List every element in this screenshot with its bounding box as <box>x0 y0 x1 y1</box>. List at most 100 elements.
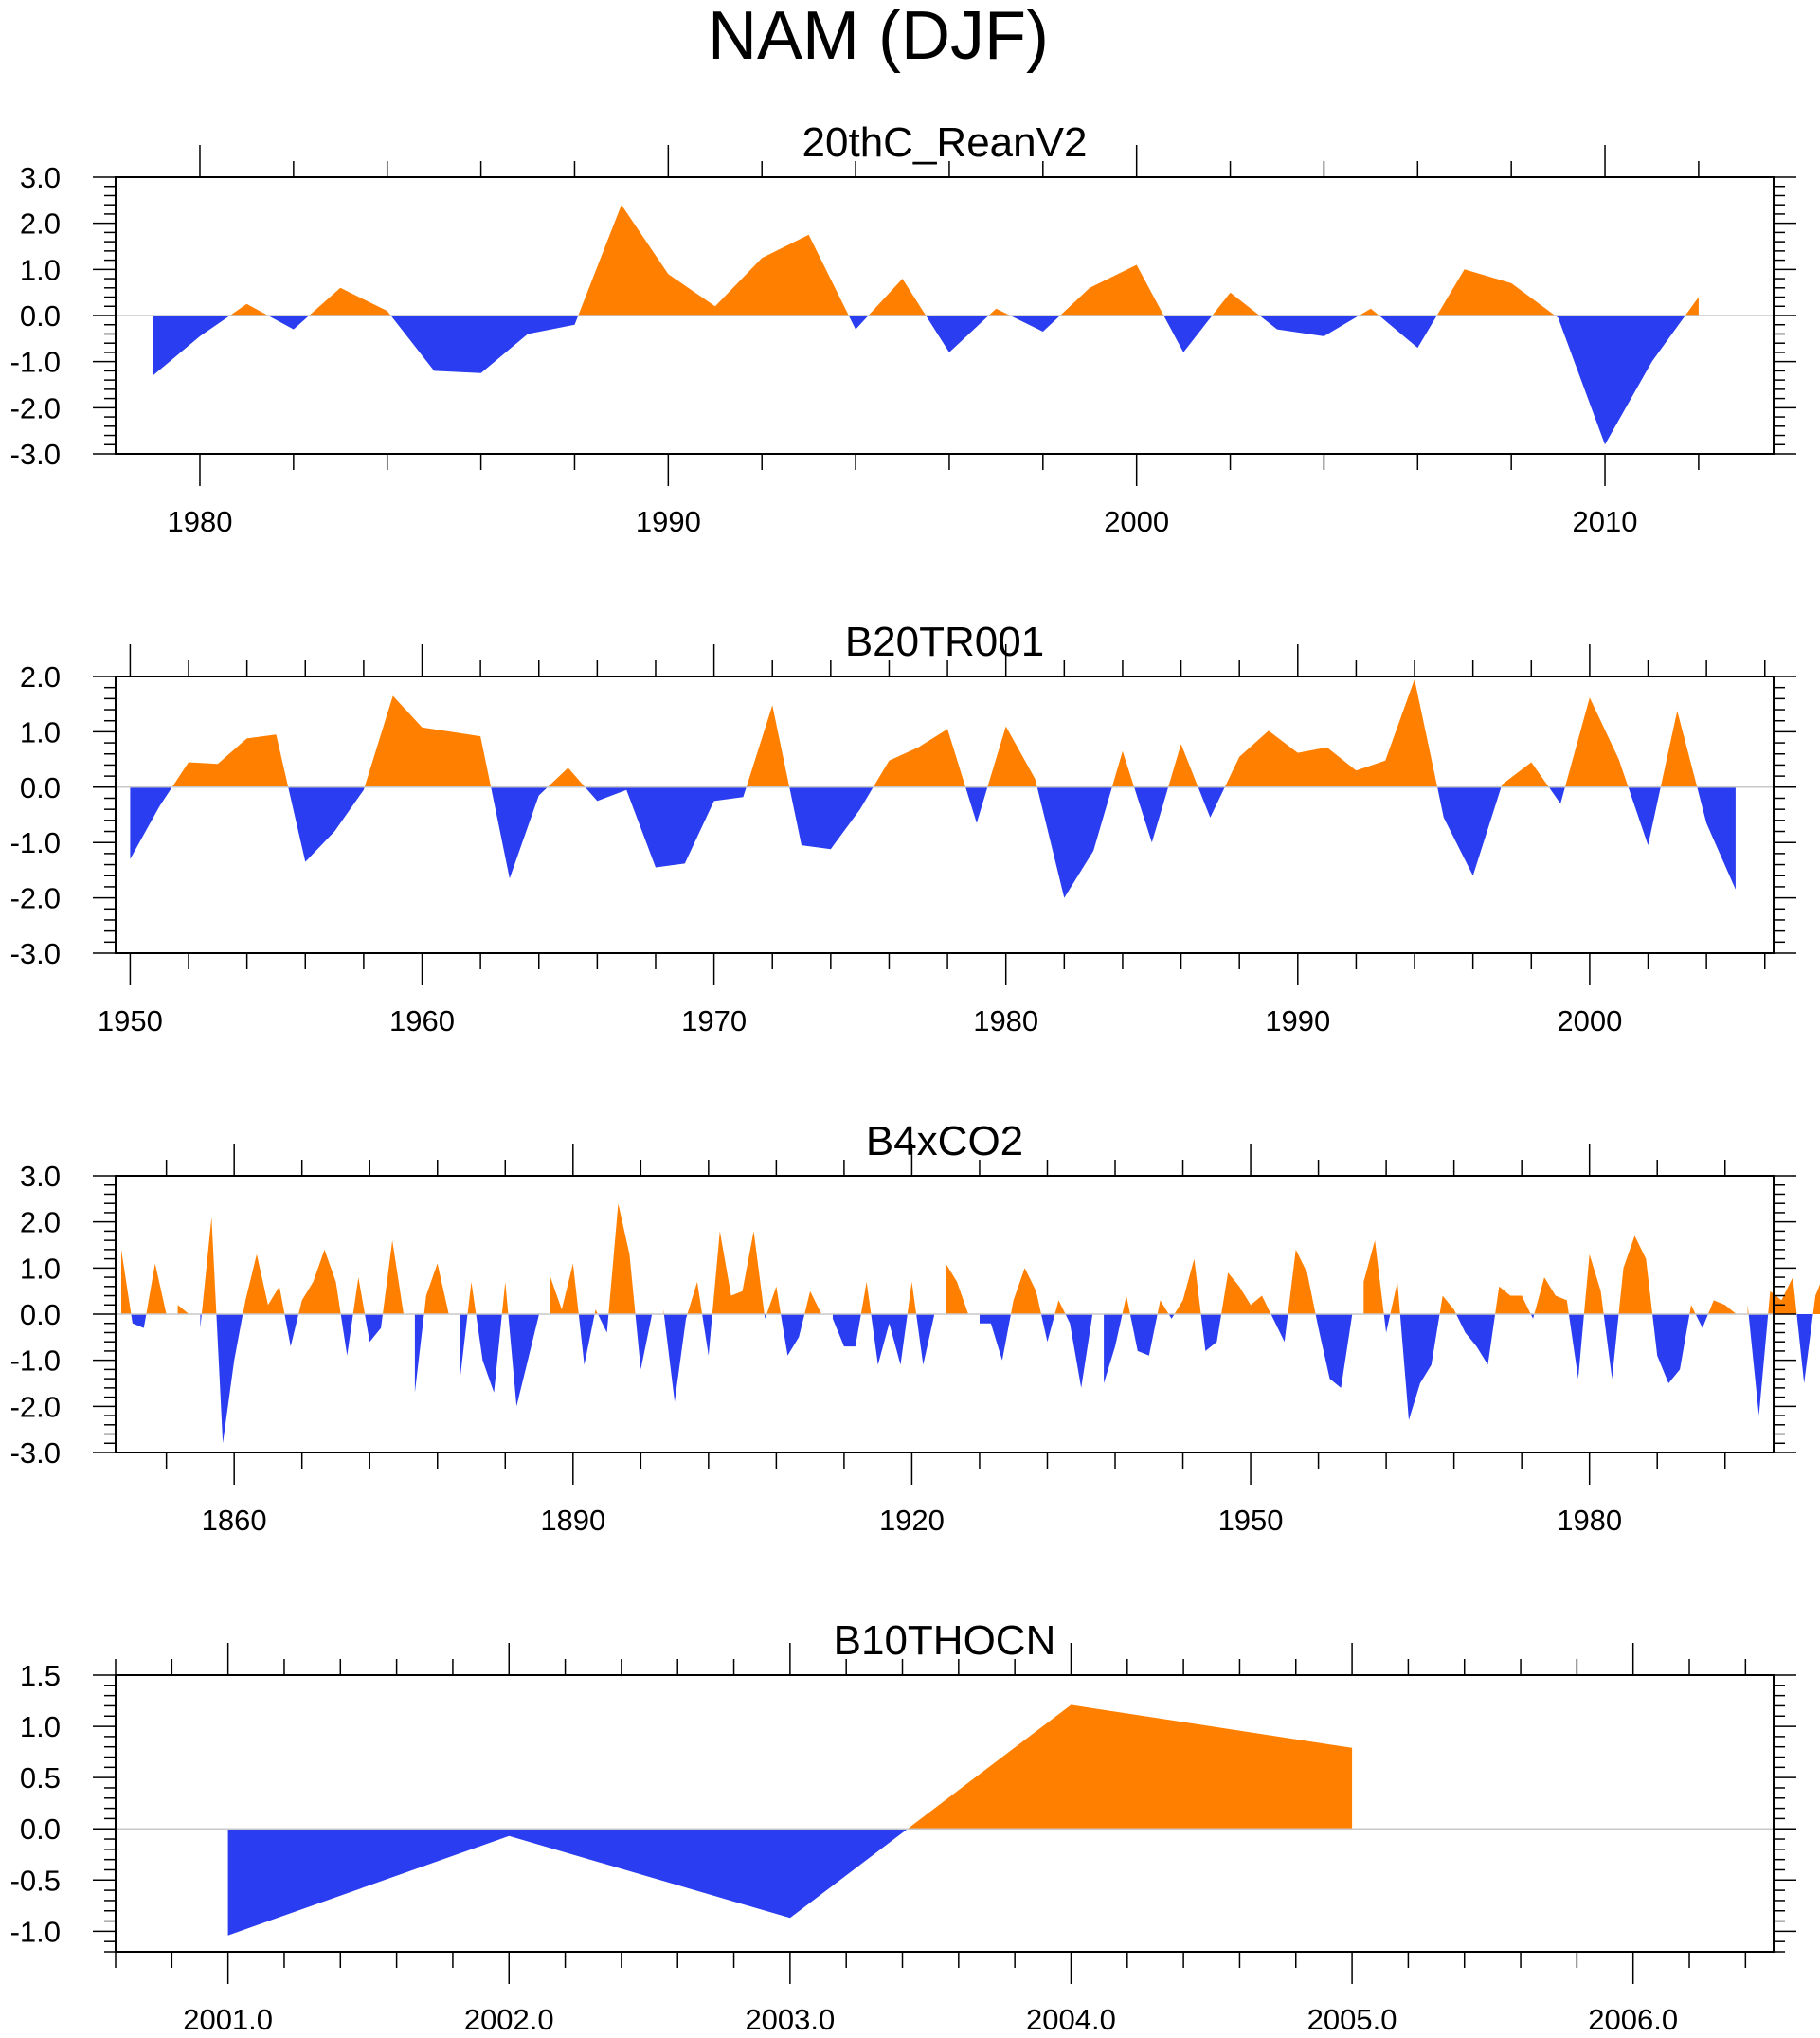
negative-area-70 <box>1603 1314 1619 1380</box>
negative-area-5 <box>390 316 579 373</box>
negative-area-58 <box>1315 1314 1353 1388</box>
positive-area-67 <box>1534 1277 1569 1314</box>
positive-area-18 <box>467 1281 477 1314</box>
positive-area-12 <box>352 1277 366 1314</box>
y-tick-label: -1.0 <box>10 346 61 379</box>
negative-area-56 <box>1270 1314 1288 1343</box>
chart-panel-2: B20TR001 2.0 1.0 0.0 -1.0 -2.0 -3.0 1950 1960 197… <box>10 619 1796 1037</box>
negative-area-41 <box>916 1314 935 1365</box>
negative-area-62 <box>1399 1314 1440 1420</box>
y-tick-label: 2.0 <box>20 660 61 694</box>
negative-area-54 <box>1200 1314 1222 1351</box>
negative-area-72 <box>1652 1314 1690 1383</box>
y-tick-label: 3.0 <box>20 1160 61 1193</box>
positive-area-14 <box>1212 292 1260 316</box>
negative-area-15 <box>1259 316 1360 336</box>
negative-area-1 <box>130 786 172 859</box>
negative-area-60 <box>1383 1314 1391 1333</box>
y-tick-label: -0.5 <box>10 1864 61 1897</box>
negative-area-11 <box>1010 316 1060 332</box>
positive-area-2 <box>907 1704 1353 1830</box>
y-tick-label: 0.0 <box>20 299 61 333</box>
negative-area-7 <box>848 316 869 330</box>
positive-area-69 <box>1583 1253 1604 1314</box>
positive-area-8 <box>868 279 927 316</box>
positive-area-14 <box>383 1240 404 1314</box>
positive-area-32 <box>712 1231 765 1314</box>
negative-area-23 <box>578 1314 595 1365</box>
negative-area-31 <box>702 1314 712 1356</box>
positive-area-18 <box>1436 269 1556 316</box>
x-tick-label: 1970 <box>681 1004 747 1037</box>
x-tick-label: 2000 <box>1104 505 1169 538</box>
negative-area-17 <box>1198 786 1225 818</box>
positive-area-20 <box>1501 762 1549 787</box>
positive-area-55 <box>1221 1272 1271 1314</box>
negative-area-7 <box>216 1314 243 1444</box>
x-tick-label: 1920 <box>879 1504 945 1537</box>
y-tick-label: 1.0 <box>20 253 61 286</box>
negative-area-48 <box>1104 1314 1123 1383</box>
positive-area-12 <box>987 726 1037 787</box>
positive-area-24 <box>1660 711 1698 787</box>
negative-area-21 <box>1548 786 1565 804</box>
positive-area-26 <box>608 1203 636 1314</box>
negative-area-9 <box>284 1314 299 1347</box>
positive-area-18 <box>1224 678 1438 787</box>
negative-area-25 <box>1697 786 1736 890</box>
positive-area-12 <box>1060 264 1164 316</box>
negative-area-50 <box>1129 1314 1158 1356</box>
y-tick-label: -1.0 <box>10 826 61 859</box>
negative-area-27 <box>635 1314 653 1370</box>
negative-area-77 <box>1748 1314 1769 1416</box>
negative-area-9 <box>789 786 874 850</box>
positive-area-6 <box>201 1217 217 1314</box>
positive-area-65 <box>1495 1286 1531 1314</box>
positive-area-63 <box>1439 1295 1456 1314</box>
positive-area-6 <box>578 205 849 316</box>
positive-area-51 <box>1157 1300 1169 1314</box>
negative-area-17 <box>1379 316 1437 349</box>
negative-area-52 <box>1168 1314 1175 1319</box>
negative-area-29 <box>663 1314 688 1402</box>
positive-area-38 <box>860 1281 872 1314</box>
negative-area-39 <box>871 1314 908 1365</box>
positive-area-61 <box>1390 1281 1400 1314</box>
positive-area-73 <box>1689 1305 1696 1314</box>
plot-frame <box>115 1674 1775 1953</box>
positive-area-44 <box>1011 1268 1041 1314</box>
panel-title: B4xCO2 <box>866 1118 1023 1164</box>
y-tick-label: -3.0 <box>10 438 61 471</box>
y-tick-label: 2.0 <box>20 207 61 241</box>
positive-area-10 <box>298 1249 341 1314</box>
negative-area-21 <box>508 1314 539 1407</box>
positive-area-76 <box>1747 1305 1749 1314</box>
x-tick-label: 1980 <box>1557 1504 1622 1537</box>
x-tick-label: 2004.0 <box>1026 2003 1116 2036</box>
x-tick-label: 2000 <box>1557 1004 1622 1037</box>
negative-area-47 <box>1065 1314 1093 1388</box>
positive-area-2 <box>229 303 268 316</box>
negative-area-66 <box>1530 1314 1535 1319</box>
positive-area-80 <box>1812 1284 1820 1314</box>
positive-area-2 <box>171 734 289 787</box>
positive-area-42 <box>946 1263 968 1314</box>
negative-area-1 <box>227 1829 908 1936</box>
negative-area-68 <box>1568 1314 1584 1380</box>
panel-title: B20TR001 <box>845 619 1044 665</box>
positive-area-30 <box>687 1281 703 1314</box>
chart-panel-1: 20thC_ReanV2 3.0 2.0 1.0 0.0 -1.0 -2.0 -3.0 1980… <box>10 119 1796 538</box>
positive-area-4 <box>177 1305 189 1314</box>
y-tick-label: -2.0 <box>10 391 61 424</box>
positive-area-14 <box>1111 750 1135 787</box>
x-tick-label: 1950 <box>1218 1504 1284 1537</box>
x-tick-label: 1890 <box>540 1504 605 1537</box>
y-tick-label: -2.0 <box>10 1390 61 1423</box>
negative-area-19 <box>476 1314 502 1393</box>
y-tick-label: -3.0 <box>10 1436 61 1470</box>
chart-panel-4: B10THOCN 1.5 1.0 0.5 0.0 -0.5 -1.0 2001.0 2002.0… <box>10 1617 1796 2036</box>
negative-area-79 <box>1796 1314 1813 1383</box>
panel-title: B10THOCN <box>834 1617 1056 1664</box>
y-tick-label: 1.0 <box>20 715 61 748</box>
